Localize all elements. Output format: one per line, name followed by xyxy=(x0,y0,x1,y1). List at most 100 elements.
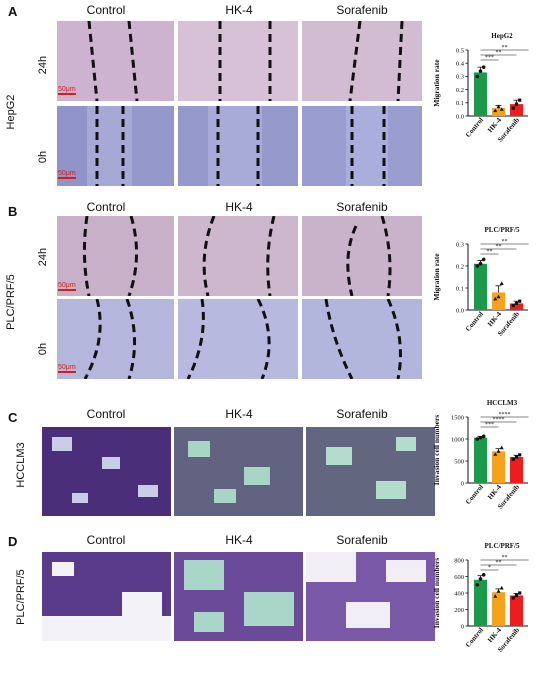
significance-label: **** xyxy=(499,412,511,418)
data-point xyxy=(518,453,522,457)
bar-control xyxy=(474,579,487,626)
y-tick-label: 0.0 xyxy=(456,307,464,314)
micrograph-d-hk4 xyxy=(174,552,303,641)
column-header-sorafenib: Sorafenib xyxy=(336,533,388,547)
micrograph-a-sorafenib-0h xyxy=(302,106,422,186)
bar-control xyxy=(474,263,487,310)
column-header-hk4: HK-4 xyxy=(225,533,253,547)
chart-title: HepG2 xyxy=(491,32,513,40)
y-tick-label: 0.2 xyxy=(456,87,464,94)
data-point xyxy=(499,445,504,450)
panel-letter-a: A xyxy=(8,4,18,19)
column-header-sorafenib: Sorafenib xyxy=(336,407,388,421)
y-axis-label: Migration rate xyxy=(432,59,441,107)
chart-title: PLC/PRF/5 xyxy=(485,542,520,550)
data-point xyxy=(493,108,498,113)
data-point xyxy=(499,585,504,590)
scale-bar-label: 50μm xyxy=(58,170,76,177)
category-label: Control xyxy=(464,310,485,333)
significance-label: **** xyxy=(493,417,505,423)
scale-bar-label: 50μm xyxy=(58,282,76,289)
micrograph-a-hk4-0h xyxy=(178,106,298,186)
data-point xyxy=(481,434,486,439)
data-point xyxy=(514,102,519,106)
scale-bar-label: 50μm xyxy=(58,364,76,371)
category-label: Control xyxy=(464,116,485,139)
significance-label: *** xyxy=(485,422,494,428)
data-point xyxy=(493,594,498,598)
significance-label: *** xyxy=(485,55,494,61)
category-label: HK-4 xyxy=(486,116,503,134)
bar-sorafenib xyxy=(510,595,523,626)
column-header-sorafenib: Sorafenib xyxy=(336,3,388,17)
data-point xyxy=(475,437,480,441)
scale-bar-label: 50μm xyxy=(58,86,76,93)
row-label-24h-a: 24h xyxy=(37,55,49,75)
panel-letter-c: C xyxy=(8,410,18,425)
scale-bar-b-0h: 50μm xyxy=(58,364,76,373)
y-tick-label: 0.1 xyxy=(456,100,464,107)
data-point xyxy=(481,257,486,262)
y-axis-label: Invasion cell numbers xyxy=(432,415,441,486)
data-point xyxy=(518,299,522,303)
micrograph-c-sorafenib xyxy=(306,427,435,516)
y-axis-label: Invasion cell numbers xyxy=(432,558,441,629)
column-header-control: Control xyxy=(86,3,126,17)
data-point xyxy=(481,573,486,577)
data-point xyxy=(475,74,480,79)
column-header-sorafenib: Sorafenib xyxy=(336,200,388,214)
data-point xyxy=(475,582,480,587)
y-tick-label: 0.5 xyxy=(456,47,464,54)
significance-label: ** xyxy=(502,45,508,51)
data-point xyxy=(518,591,522,595)
y-tick-label: 800 xyxy=(454,557,464,564)
bar-hk4 xyxy=(492,592,505,626)
significance-label: ** xyxy=(487,249,493,255)
data-point xyxy=(511,304,515,308)
significance-label: ** xyxy=(502,239,508,245)
data-point xyxy=(499,281,504,285)
micrograph-d-control xyxy=(42,552,171,641)
y-tick-label: 500 xyxy=(454,458,464,465)
data-point xyxy=(478,577,483,581)
y-tick-label: 0 xyxy=(461,623,464,630)
data-point xyxy=(514,301,519,305)
scale-bar-a-24h: 50μm xyxy=(58,86,76,95)
scale-bar-b-24h: 50μm xyxy=(58,282,76,291)
data-point xyxy=(514,593,519,598)
bar-hk4 xyxy=(492,451,505,483)
y-tick-label: 1500 xyxy=(451,414,464,421)
cell-line-label-d: PLC/PRF/5 xyxy=(15,569,27,625)
bar-hk4 xyxy=(492,292,505,310)
y-tick-label: 200 xyxy=(454,607,464,614)
cell-line-label-b: PLC/PRF/5 xyxy=(5,274,17,330)
cell-line-label-c: HCCLM3 xyxy=(15,442,27,488)
data-point xyxy=(518,98,522,102)
scale-bar-a-0h: 50μm xyxy=(58,170,76,179)
micrograph-b-hk4-0h xyxy=(178,299,298,379)
y-tick-label: 0.2 xyxy=(456,263,464,270)
micrograph-a-sorafenib-24h xyxy=(302,21,422,101)
data-point xyxy=(511,596,515,600)
micrograph-a-control-24h xyxy=(57,21,174,101)
bar-sorafenib xyxy=(510,457,523,483)
micrograph-a-hk4-24h xyxy=(178,21,298,101)
chart-title: HCCLM3 xyxy=(487,399,518,407)
data-point xyxy=(481,65,486,69)
column-header-control: Control xyxy=(86,200,126,214)
data-point xyxy=(493,296,498,301)
data-point xyxy=(478,262,483,266)
row-label-0h-a: 0h xyxy=(37,150,49,164)
bar-chart-hccLM3-invasion: HCCLM3 Invasion cell numbers 0 500 1000 1500 C… xyxy=(432,399,529,511)
column-header-hk4: HK-4 xyxy=(225,3,253,17)
data-point xyxy=(493,452,498,456)
data-point xyxy=(514,455,519,459)
cell-line-label-a: HepG2 xyxy=(5,94,17,130)
bar-control xyxy=(474,437,487,483)
panel-letter-d: D xyxy=(8,534,18,549)
category-label: HK-4 xyxy=(486,310,503,328)
micrograph-a-control-0h xyxy=(57,106,174,186)
data-point xyxy=(511,457,515,461)
row-label-24h-b: 24h xyxy=(37,247,49,267)
micrograph-b-control-24h xyxy=(57,216,174,296)
